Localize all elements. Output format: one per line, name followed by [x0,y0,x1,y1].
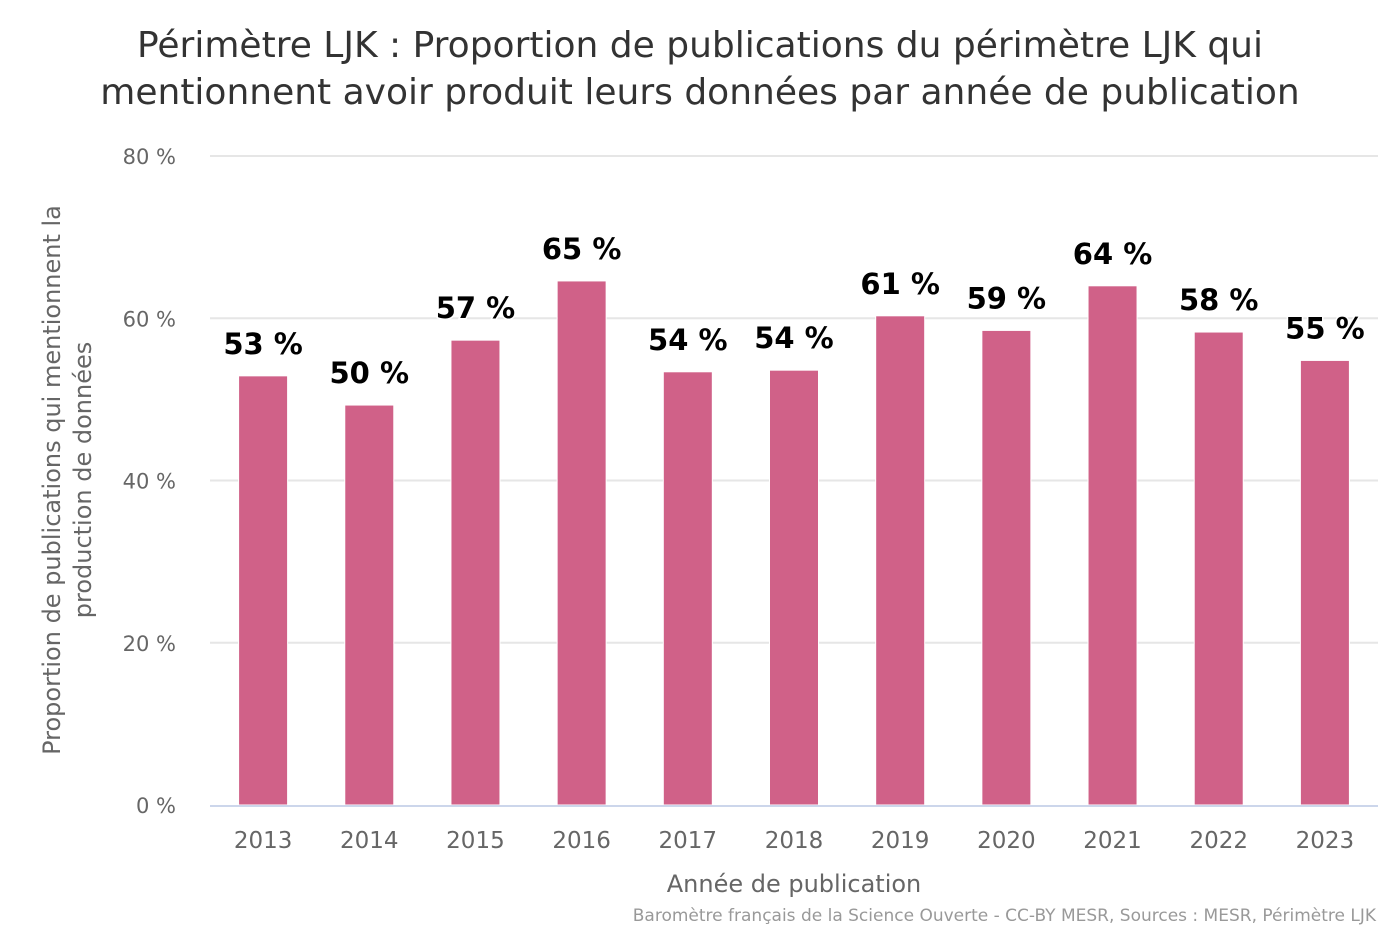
data-label: 59 % [967,281,1047,315]
x-tick-label: 2023 [1296,828,1355,854]
data-labels: 53 % 50 % 57 % 65 % 54 % 54 % 61 % 59 % 64 % 58 %… [222,230,1366,391]
bar-2020[interactable] [981,329,1032,806]
chart-title-line-1: Périmètre LJK : Proportion de publicatio… [137,25,1263,66]
x-tick-label: 2017 [659,828,718,854]
x-tick-label: 2013 [234,828,293,854]
data-label: 53 % [223,327,303,361]
bar-2015[interactable] [450,339,501,806]
bar-2013[interactable] [238,375,289,806]
data-label: 55 % [1285,311,1365,345]
x-axis-ticks: 2013 2014 2015 2016 2017 2018 2019 2020 2021 2022… [234,828,1354,854]
x-axis-title: Année de publication [667,870,922,898]
data-label: 61 % [860,267,940,301]
y-tick-label: 40 % [123,470,176,494]
x-tick-label: 2015 [446,828,505,854]
y-tick-label: 80 % [123,145,176,169]
data-label: 54 % [648,323,728,357]
data-label: 50 % [330,356,410,390]
x-tick-label: 2016 [552,828,611,854]
x-tick-label: 2018 [765,828,824,854]
x-tick-label: 2014 [340,828,399,854]
data-label: 57 % [436,291,516,325]
x-tick-label: 2020 [977,828,1036,854]
bar-2023[interactable] [1299,359,1350,806]
y-tick-label: 60 % [123,307,176,331]
x-tick-label: 2019 [871,828,930,854]
x-tick-label: 2021 [1083,828,1142,854]
data-label: 58 % [1179,283,1259,317]
y-tick-label: 0 % [136,794,176,818]
bars [238,280,1350,806]
bar-2018[interactable] [769,369,819,806]
bar-2017[interactable] [662,371,713,806]
bar-2014[interactable] [344,404,395,806]
data-label: 65 % [542,232,622,266]
y-axis-ticks: 0 % 20 % 40 % 60 % 80 % [123,145,176,818]
data-label: 64 % [1073,237,1153,271]
x-tick-label: 2022 [1189,828,1248,854]
bar-2016[interactable] [556,280,607,806]
y-axis-title-line-1: Proportion de publications qui mentionne… [38,205,66,755]
bar-2022[interactable] [1193,331,1244,806]
y-axis-title-line-2: production de données [69,342,97,619]
data-label: 54 % [754,321,834,355]
chart-credits[interactable]: Baromètre français de la Science Ouverte… [633,906,1377,926]
y-tick-label: 20 % [123,632,176,656]
chart-title-line-2: mentionnent avoir produit leurs données … [100,72,1299,113]
y-axis-title: Proportion de publications qui mentionne… [38,205,97,755]
bar-2019[interactable] [875,315,926,806]
bar-2021[interactable] [1087,285,1138,806]
